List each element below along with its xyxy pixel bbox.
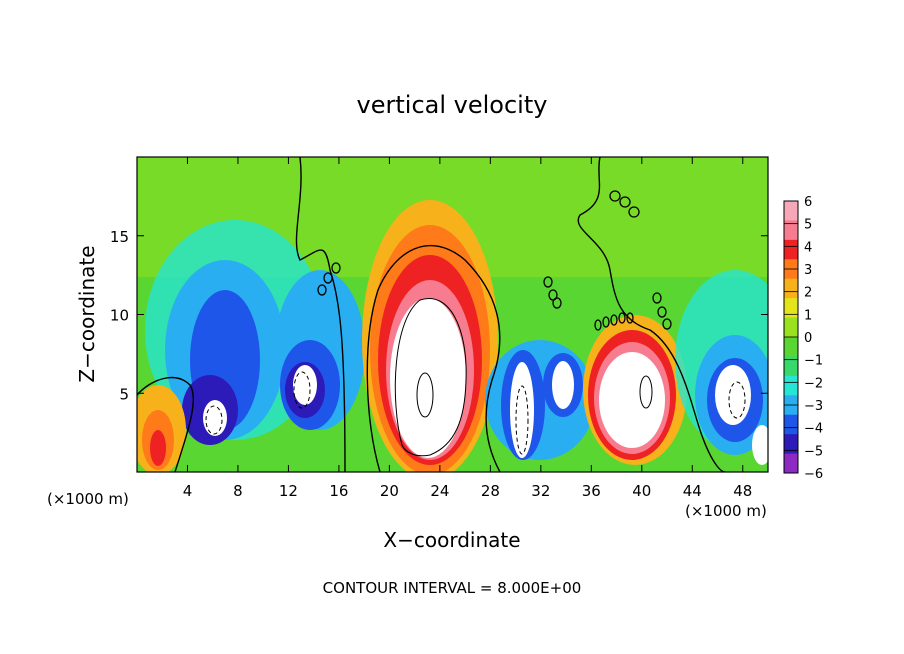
chart-title: vertical velocity: [357, 91, 548, 119]
colorbar-swatch: [784, 201, 798, 221]
y-tick-label: 15: [110, 228, 129, 246]
zero-contour-main: [366, 244, 501, 472]
x-unit-right: (×1000 m): [685, 502, 767, 520]
colorbar-swatch: [784, 220, 798, 241]
main-updraft-core: [390, 298, 466, 458]
colorbar-swatch: [784, 453, 798, 474]
downdraft-mid-a-core: [510, 362, 534, 458]
updraft-low-left-peak: [150, 430, 166, 466]
contour-second-core: [639, 375, 653, 409]
x-tick-label: 44: [683, 482, 702, 500]
downdraft-right-low: [752, 425, 768, 465]
colorbar-label: −3: [804, 399, 823, 414]
colorbar-swatch: [784, 375, 798, 396]
x-tick-label: 24: [430, 482, 449, 500]
x-tick-label: 36: [582, 482, 601, 500]
x-tick-label: 40: [632, 482, 651, 500]
x-unit-left: (×1000 m): [47, 490, 129, 508]
downdraft-white-left: [203, 400, 227, 436]
colorbar-label: 2: [804, 286, 812, 301]
colorbar-label: −5: [804, 444, 823, 459]
colorbar-label: 0: [804, 331, 812, 346]
colorbar-label: 1: [804, 308, 812, 323]
x-axis-label: X−coordinate: [383, 528, 520, 552]
colorbar-label: −4: [804, 422, 823, 437]
colorbar-swatch: [784, 337, 798, 357]
x-tick-label: 16: [329, 482, 348, 500]
colorbar-label: 3: [804, 263, 812, 278]
colorbar: 6 5 4 3 2 1 0 −1 −2 −3 −4 −5 −6: [783, 195, 823, 482]
downdraft-white-mid: [293, 365, 317, 405]
dashed-contour-right: [728, 381, 746, 419]
colorbar-swatch: [784, 298, 798, 319]
zero-contour-left: [137, 376, 194, 472]
colorbar-swatch: [784, 434, 798, 455]
x-tick-label: 20: [380, 482, 399, 500]
y-tick-label: 5: [119, 385, 129, 403]
second-updraft-core: [599, 352, 665, 448]
y-tick-label: 10: [110, 307, 129, 325]
downdraft-right-white: [715, 365, 751, 425]
x-tick-label: 28: [481, 482, 500, 500]
colorbar-swatch: [784, 239, 798, 260]
colorbar-label: 6: [804, 195, 812, 210]
colorbar-swatch: [784, 317, 798, 338]
x-tick-label: 12: [279, 482, 298, 500]
x-tick-label: 4: [183, 482, 193, 500]
dashed-contour-left: [205, 405, 223, 435]
downdraft-mid-b-core: [552, 361, 574, 409]
colorbar-label: −2: [804, 376, 823, 391]
dashed-contour-downdraft-a: [515, 385, 529, 455]
contour-main-core: [416, 372, 434, 418]
contour-main-inner: [394, 298, 467, 457]
colorbar-label: −6: [804, 467, 823, 482]
colorbar-label: −1: [804, 354, 823, 369]
colorbar-swatch: [784, 414, 798, 435]
zero-contour-upper: [295, 157, 346, 472]
colorbar-label: 5: [804, 218, 812, 233]
y-axis-label: Z−coordinate: [75, 245, 99, 382]
colorbar-label: 4: [804, 240, 812, 255]
x-tick-label: 48: [733, 482, 752, 500]
x-tick-label: 32: [531, 482, 550, 500]
x-tick-label: 8: [233, 482, 243, 500]
colorbar-swatch: [784, 356, 798, 377]
x-axis: 4 8 12 16 20 24 28 32 36 40 44 48: [183, 157, 752, 500]
dashed-contour-mid: [293, 371, 311, 409]
zero-contour-right: [577, 157, 726, 472]
colorbar-swatch: [784, 278, 798, 299]
small-loops: [317, 190, 672, 331]
contour-interval-note: CONTOUR INTERVAL = 8.000E+00: [323, 579, 582, 597]
velocity-field: [137, 157, 768, 472]
y-axis: 5 10 15: [110, 228, 768, 403]
